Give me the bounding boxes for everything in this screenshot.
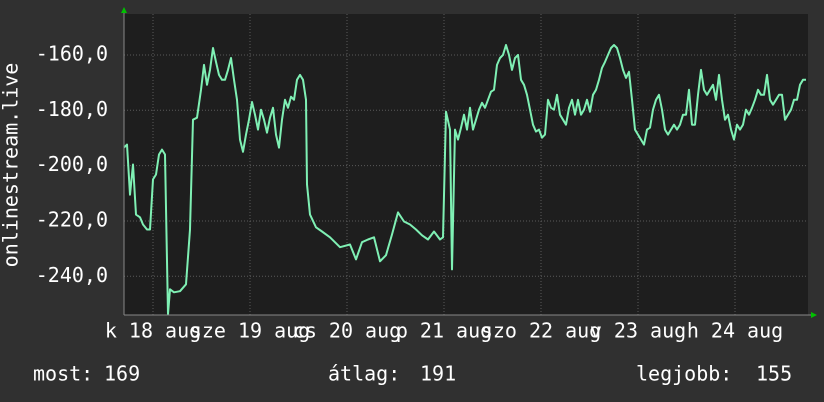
x-tick-label: sze 19 aug bbox=[190, 319, 310, 343]
marks bbox=[123, 44, 806, 316]
footer-value: 169 bbox=[104, 362, 140, 386]
series-line bbox=[123, 44, 806, 316]
y-tick-label: -200,0 bbox=[36, 152, 108, 176]
x-tick-label: h 24 aug bbox=[687, 319, 783, 343]
y-tick-label: -180,0 bbox=[36, 97, 108, 121]
footer: most: 169 átlag: 191 legjobb: 155 bbox=[33, 362, 792, 386]
footer-value: 191 bbox=[420, 362, 456, 386]
footer-label: átlag: bbox=[328, 362, 400, 386]
axis-arrow bbox=[121, 7, 127, 13]
footer-label: most: bbox=[33, 362, 93, 386]
footer-label: legjobb: bbox=[636, 362, 732, 386]
x-tick-label: szo 22 aug bbox=[481, 319, 601, 343]
y-tick-label: -240,0 bbox=[36, 263, 108, 287]
x-tick-label: cs 20 aug bbox=[293, 319, 401, 343]
plot-area bbox=[124, 14, 808, 315]
y-tick-label: -220,0 bbox=[36, 207, 108, 231]
axis-arrow bbox=[811, 312, 817, 318]
x-tick-label: v 23 aug bbox=[590, 319, 686, 343]
y-tick-label: -160,0 bbox=[36, 41, 108, 65]
x-tick-label: k 18 aug bbox=[105, 319, 201, 343]
x-tick-label: p 21 aug bbox=[396, 319, 492, 343]
grid bbox=[124, 14, 808, 315]
labels: -160,0-180,0-200,0-220,0-240,0k 18 augsz… bbox=[36, 41, 783, 342]
footer-value: 155 bbox=[756, 362, 792, 386]
y-axis-label: onlinestream.live bbox=[0, 63, 23, 268]
